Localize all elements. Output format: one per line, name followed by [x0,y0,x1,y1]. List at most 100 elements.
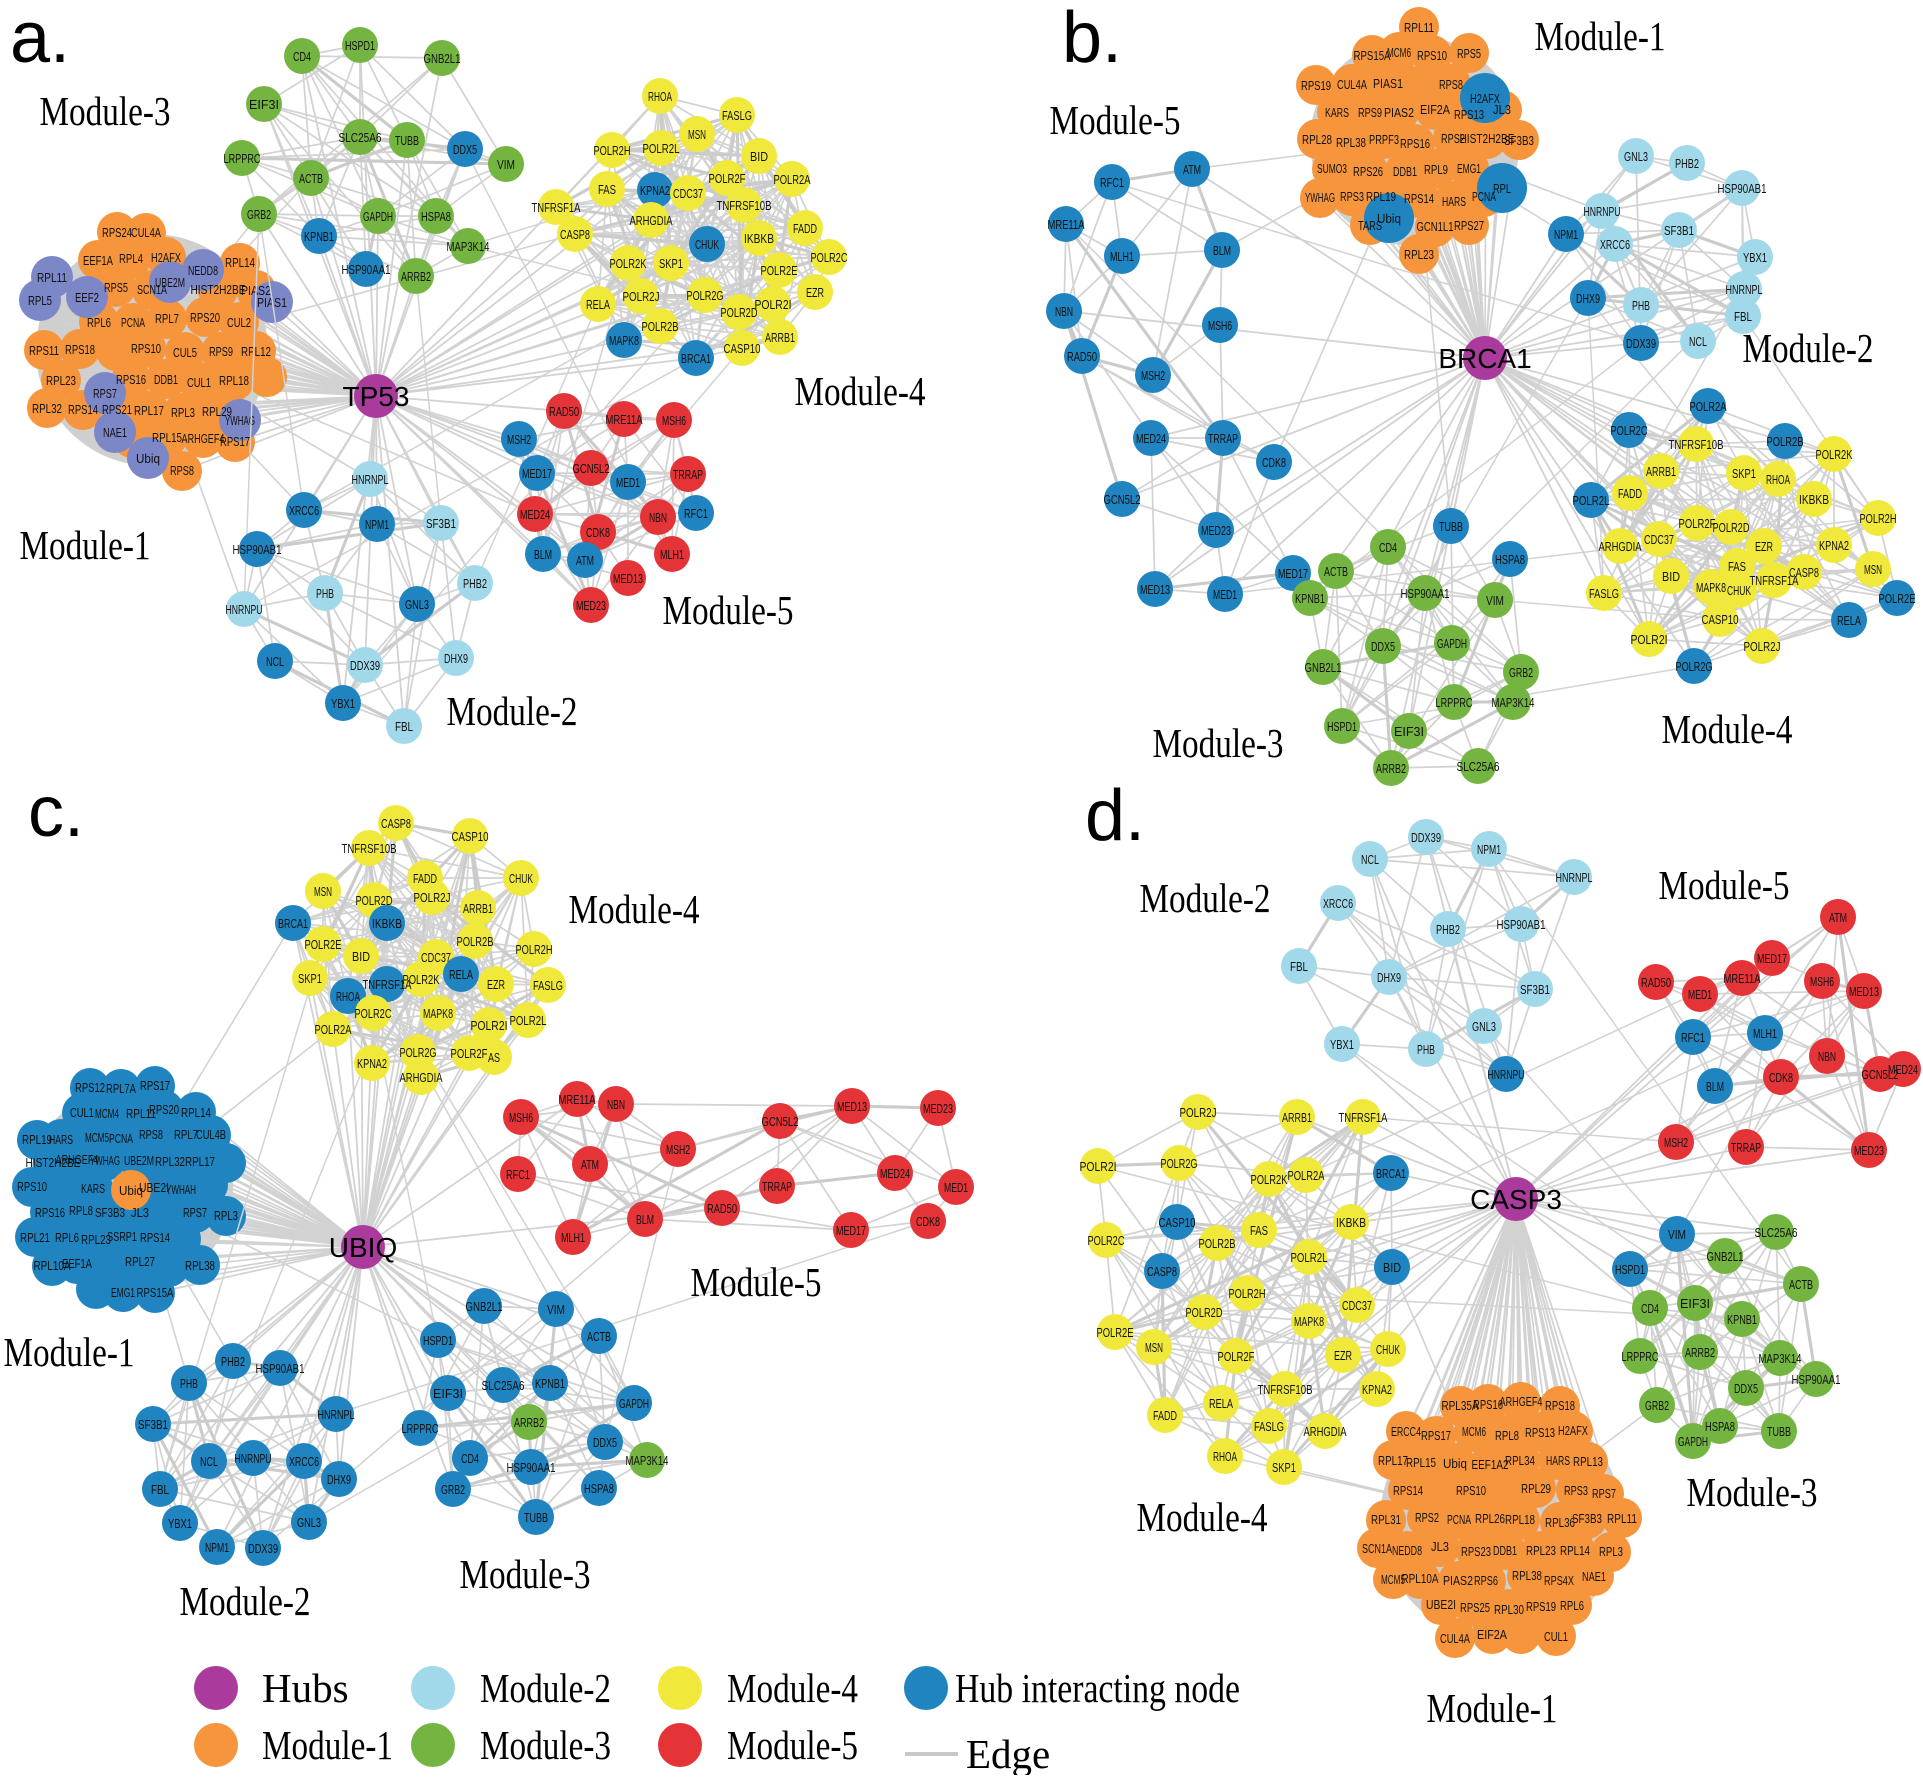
svg-text:RPS9: RPS9 [209,344,233,359]
svg-text:MCM5: MCM5 [1381,1572,1405,1587]
svg-text:GCN5L2: GCN5L2 [1862,1067,1899,1082]
svg-text:RPL23: RPL23 [81,1232,111,1247]
svg-text:DHX9: DHX9 [327,1472,351,1487]
svg-text:EIF2A: EIF2A [1477,1627,1507,1642]
svg-text:GNB2L1: GNB2L1 [1305,660,1342,675]
svg-text:RPL7A: RPL7A [106,1081,136,1096]
svg-text:RPL38: RPL38 [185,1258,215,1273]
svg-text:SF3B3: SF3B3 [1572,1511,1602,1526]
svg-text:CDK8: CDK8 [1769,1070,1793,1085]
svg-text:H2AFX: H2AFX [1470,91,1500,106]
svg-text:POLR2I: POLR2I [755,297,792,312]
svg-text:TNFRSF1A: TNFRSF1A [532,200,581,215]
svg-text:UBE2I: UBE2I [1426,1597,1456,1612]
svg-text:RPS7: RPS7 [183,1205,207,1220]
svg-text:GNL3: GNL3 [297,1515,321,1530]
svg-text:MAPK8: MAPK8 [1696,580,1726,595]
svg-text:RPS26: RPS26 [1353,164,1383,179]
svg-text:DDB1: DDB1 [154,372,178,387]
svg-text:MAP3K14: MAP3K14 [626,1453,669,1468]
svg-text:MLH1: MLH1 [561,1230,585,1245]
svg-text:CASP8: CASP8 [1147,1264,1177,1279]
svg-text:POLR2F: POLR2F [451,1046,488,1061]
svg-text:NPM1: NPM1 [365,517,389,532]
svg-text:TNFRSF1A: TNFRSF1A [363,977,412,992]
svg-text:MSH2: MSH2 [1664,1135,1688,1150]
svg-text:NCL: NCL [200,1454,218,1469]
svg-text:YWHAG: YWHAG [90,1153,120,1168]
svg-text:EZR: EZR [487,977,505,992]
svg-text:RPL21: RPL21 [20,1230,50,1245]
svg-text:CASP10: CASP10 [724,341,761,356]
svg-text:HNRNPU: HNRNPU [235,1451,272,1466]
svg-text:CASP10: CASP10 [452,829,489,844]
svg-text:PCNA: PCNA [1472,189,1496,204]
svg-text:GRB2: GRB2 [1645,1398,1669,1413]
svg-text:HNRNPU: HNRNPU [1488,1067,1525,1082]
svg-text:RELA: RELA [449,967,473,982]
svg-text:NBN: NBN [1055,304,1073,319]
svg-text:FBL: FBL [1290,959,1308,974]
svg-text:MSH6: MSH6 [1208,318,1232,333]
svg-text:RPL8: RPL8 [69,1203,93,1218]
svg-text:SF3B1: SF3B1 [1520,982,1550,997]
svg-text:RPS23: RPS23 [1461,1544,1491,1559]
svg-text:MSN: MSN [688,127,706,142]
svg-text:Hubs: Hubs [262,1665,349,1711]
svg-text:TUBB: TUBB [1767,1424,1791,1439]
svg-text:HARS: HARS [1546,1453,1570,1468]
svg-text:ERCC4: ERCC4 [1391,1424,1421,1439]
svg-text:RAD50: RAD50 [549,404,579,419]
svg-text:RPL19: RPL19 [22,1132,52,1147]
svg-text:RPL11: RPL11 [1607,1511,1637,1526]
svg-text:LRPPRC: LRPPRC [1622,1349,1659,1364]
svg-text:DDB1: DDB1 [1493,1543,1517,1558]
svg-text:RAD50: RAD50 [707,1201,737,1216]
svg-text:TRRAP: TRRAP [762,1179,792,1194]
svg-text:NAE1: NAE1 [1582,1569,1606,1584]
svg-text:PIAS2: PIAS2 [1384,105,1414,120]
svg-text:SKP1: SKP1 [298,971,322,986]
svg-text:MED24: MED24 [1888,1062,1918,1077]
svg-text:CASP8: CASP8 [560,227,590,242]
svg-text:RPS12: RPS12 [75,1080,105,1095]
svg-text:RFC1: RFC1 [506,1167,530,1182]
svg-text:RPS21: RPS21 [102,402,132,417]
svg-text:IKBKB: IKBKB [744,231,774,246]
svg-text:RFC1: RFC1 [684,506,708,521]
svg-text:EEF1A2: EEF1A2 [1472,1457,1509,1472]
svg-text:RPL10A: RPL10A [1402,1571,1439,1586]
svg-text:BRCA1: BRCA1 [278,916,308,931]
svg-text:KPNA2: KPNA2 [357,1056,387,1071]
svg-text:CASP10: CASP10 [1702,612,1739,627]
svg-text:RPS11: RPS11 [29,343,59,358]
svg-text:YBX1: YBX1 [168,1516,192,1531]
svg-text:CHUK: CHUK [1376,1342,1400,1357]
svg-text:RPL17: RPL17 [185,1154,215,1169]
svg-text:CDK8: CDK8 [1262,455,1286,470]
svg-text:KARS: KARS [1325,105,1349,120]
svg-text:BRCA1: BRCA1 [681,351,711,366]
svg-text:NPM1: NPM1 [205,1540,229,1555]
svg-text:RPS13: RPS13 [1525,1425,1555,1440]
svg-text:CASP8: CASP8 [381,816,411,831]
svg-text:Module-3: Module-3 [1153,720,1284,766]
svg-text:RPS14: RPS14 [1404,191,1434,206]
svg-text:BID: BID [352,949,370,964]
svg-text:RPL29: RPL29 [202,404,232,419]
svg-text:CDC37: CDC37 [1342,1298,1372,1313]
svg-text:EZR: EZR [1334,1348,1352,1363]
svg-text:c.: c. [28,772,84,852]
svg-text:HIST2H2BE: HIST2H2BE [26,1155,81,1170]
svg-text:ARRB2: ARRB2 [1685,1345,1715,1360]
svg-text:FBL: FBL [395,719,413,734]
svg-text:FADD: FADD [413,871,437,886]
svg-text:RFC1: RFC1 [1100,175,1124,190]
svg-text:CUL4A: CUL4A [1440,1631,1470,1646]
svg-text:POLR2A: POLR2A [315,1022,352,1037]
svg-text:TNFRSF10B: TNFRSF10B [717,198,772,213]
svg-text:HSP90AB1: HSP90AB1 [1497,917,1546,932]
svg-text:MRE11A: MRE11A [559,1092,596,1107]
svg-text:RPL3: RPL3 [1599,1544,1623,1559]
svg-text:TRRAP: TRRAP [1731,1140,1761,1155]
